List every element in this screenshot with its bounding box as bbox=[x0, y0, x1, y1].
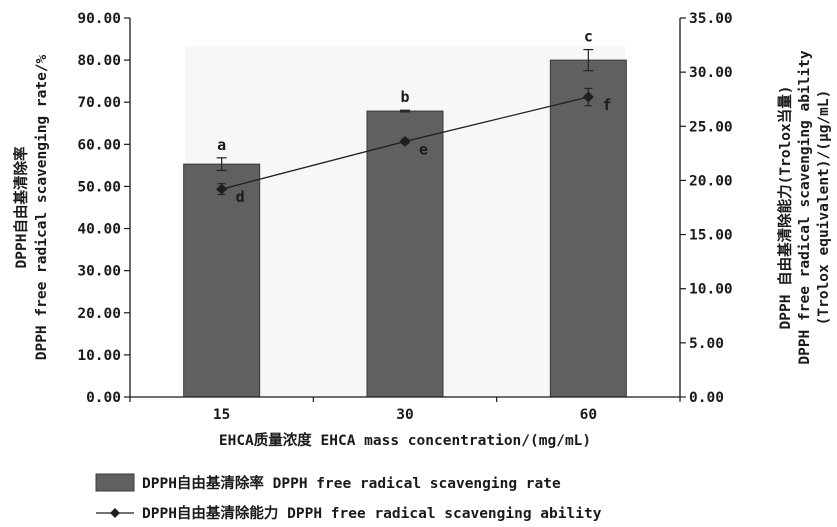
bar-letter-c: c bbox=[584, 28, 593, 46]
left-axis-title-en: DPPH free radical scavenging rate/% bbox=[34, 54, 50, 360]
x-axis-title: EHCA质量浓度 EHCA mass concentration/(mg/mL) bbox=[219, 431, 591, 449]
left-tick-label: 10.00 bbox=[77, 348, 121, 364]
right-tick-label: 10.00 bbox=[689, 282, 733, 298]
left-tick-label: 50.00 bbox=[77, 179, 121, 195]
legend-line-label: DPPH自由基清除能力 DPPH free radical scavenging… bbox=[142, 504, 602, 522]
right-axis-title-cn: DPPH 自由基清除能力(Trolox当量) bbox=[776, 86, 794, 330]
legend-bar-swatch bbox=[95, 473, 135, 492]
point-letter-d: d bbox=[236, 188, 245, 206]
right-axis-title-en: DPPH free radical scavenging ability bbox=[797, 50, 813, 365]
left-tick-label: 0.00 bbox=[86, 390, 121, 406]
legend-diamond-marker bbox=[110, 508, 120, 518]
left-tick-label: 90.00 bbox=[77, 11, 121, 27]
x-tick-label-60: 60 bbox=[580, 407, 597, 423]
bar-letter-b: b bbox=[400, 88, 409, 106]
bar-30 bbox=[366, 110, 444, 398]
point-15 bbox=[216, 183, 228, 195]
legend-bar-label: DPPH自由基清除率 DPPH free radical scavenging … bbox=[142, 474, 561, 492]
left-tick-label: 70.00 bbox=[77, 95, 121, 111]
point-60 bbox=[582, 91, 594, 103]
right-tick-label: 30.00 bbox=[689, 65, 733, 81]
right-axis-title-unit: (Trolox equivalent)/(μg/mL) bbox=[816, 90, 832, 326]
x-tick-label-30: 30 bbox=[396, 407, 413, 423]
point-letter-f: f bbox=[602, 96, 611, 114]
left-tick-label: 60.00 bbox=[77, 137, 121, 153]
bar-letter-a: a bbox=[217, 136, 226, 154]
right-tick-label: 0.00 bbox=[689, 390, 724, 406]
point-30 bbox=[399, 135, 411, 147]
left-tick-label: 40.00 bbox=[77, 222, 121, 238]
point-letter-e: e bbox=[419, 140, 428, 158]
right-tick-label: 5.00 bbox=[689, 336, 724, 352]
right-tick-label: 15.00 bbox=[689, 228, 733, 244]
left-tick-label: 80.00 bbox=[77, 53, 121, 69]
bar-60 bbox=[549, 59, 627, 398]
right-tick-label: 20.00 bbox=[689, 173, 733, 189]
left-tick-label: 20.00 bbox=[77, 306, 121, 322]
right-tick-label: 25.00 bbox=[689, 119, 733, 135]
left-axis-title-cn: DPPH自由基清除率 bbox=[12, 146, 30, 268]
right-tick-label: 35.00 bbox=[689, 11, 733, 27]
bar-15 bbox=[183, 163, 261, 398]
x-tick-label-15: 15 bbox=[213, 407, 230, 423]
left-tick-label: 30.00 bbox=[77, 264, 121, 280]
